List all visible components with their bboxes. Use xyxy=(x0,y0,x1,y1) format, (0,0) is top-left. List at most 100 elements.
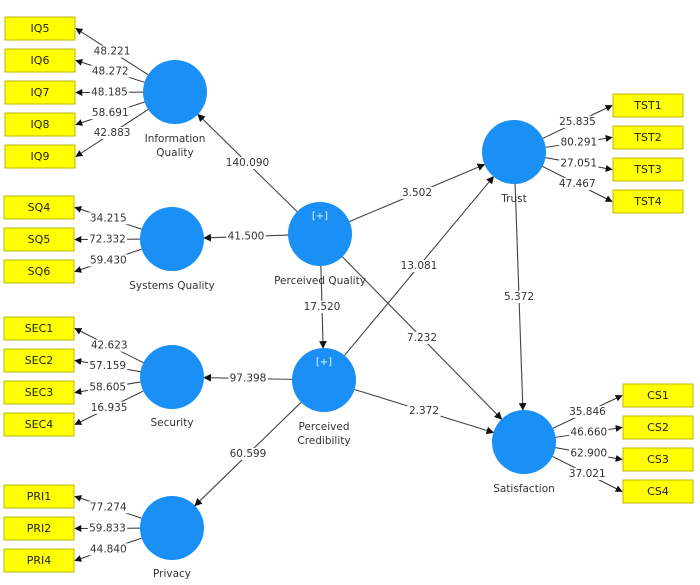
indicator-box[interactable] xyxy=(612,189,684,214)
path-coefficient-value: 60.599 xyxy=(230,448,267,460)
indicator-box[interactable] xyxy=(612,93,684,118)
path-coefficient-bg xyxy=(407,405,441,417)
indicator-cs1[interactable]: CS1 xyxy=(622,383,694,408)
indicator-sec4[interactable]: SEC4 xyxy=(3,412,75,437)
indicator-name: TST1 xyxy=(633,99,661,112)
indicator-pri2[interactable]: PRI2 xyxy=(3,516,75,541)
latent-pq[interactable]: [+] Perceived Quality xyxy=(274,202,366,287)
path-coefficient: 41.500 xyxy=(226,230,266,243)
loading-label-bg xyxy=(88,254,128,267)
indicator-box[interactable] xyxy=(3,348,75,373)
latent-circle[interactable] xyxy=(288,202,352,266)
indicator-box[interactable] xyxy=(4,144,76,169)
indicator-pri1[interactable]: PRI1 xyxy=(3,484,75,509)
indicator-cs3[interactable]: CS3 xyxy=(622,447,694,472)
indicator-sq5[interactable]: SQ5 xyxy=(3,227,75,252)
indicator-box[interactable] xyxy=(612,125,684,150)
indicator-cs4[interactable]: CS4 xyxy=(622,479,694,504)
indicator-box[interactable] xyxy=(3,259,75,284)
latent-circle[interactable] xyxy=(482,120,546,184)
indicator-name: PRI2 xyxy=(27,522,52,535)
path-coefficient: 60.599 xyxy=(228,448,268,460)
indicator-box[interactable] xyxy=(4,48,76,73)
path-coefficient-bg xyxy=(405,332,439,344)
latent-pri[interactable]: Privacy xyxy=(140,496,204,580)
loading-label-bg xyxy=(88,381,128,394)
path-coefficient: 7.232 xyxy=(405,332,439,344)
indicator-iq9[interactable]: IQ9 xyxy=(4,144,76,169)
indicator-iq7[interactable]: IQ7 xyxy=(4,80,76,105)
indicator-box[interactable] xyxy=(4,80,76,105)
indicator-box[interactable] xyxy=(622,447,694,472)
path-coefficient-value: 3.502 xyxy=(402,187,432,199)
latent-sec[interactable]: Security xyxy=(140,345,204,429)
path-coefficient-bg xyxy=(228,372,268,385)
indicator-iq8[interactable]: IQ8 xyxy=(4,112,76,137)
expand-badge[interactable]: [+] xyxy=(312,211,328,222)
indicator-tst1[interactable]: TST1 xyxy=(612,93,684,118)
indicator-tst4[interactable]: TST4 xyxy=(612,189,684,214)
indicator-box[interactable] xyxy=(3,484,75,509)
indicator-sec2[interactable]: SEC2 xyxy=(3,348,75,373)
loading-label: 27.051 xyxy=(559,157,599,170)
latent-circle[interactable] xyxy=(292,348,356,412)
loading-label-bg xyxy=(89,401,129,414)
latent-label: Systems Quality xyxy=(129,280,214,292)
indicator-box[interactable] xyxy=(3,548,75,573)
loading-label-value: 25.835 xyxy=(559,116,596,128)
indicator-box[interactable] xyxy=(3,516,75,541)
indicator-box[interactable] xyxy=(622,415,694,440)
indicator-name: PRI1 xyxy=(27,490,52,503)
path-coefficient-bg xyxy=(226,230,266,243)
loading-label-value: 47.467 xyxy=(559,178,596,190)
latent-circle[interactable] xyxy=(140,207,204,271)
indicator-name: SEC2 xyxy=(25,354,54,367)
indicator-name: PRI4 xyxy=(27,554,52,567)
indicator-box[interactable] xyxy=(3,227,75,252)
indicator-iq5[interactable]: IQ5 xyxy=(4,16,76,41)
indicator-box[interactable] xyxy=(4,16,76,41)
indicator-iq6[interactable]: IQ6 xyxy=(4,48,76,73)
indicator-box[interactable] xyxy=(4,112,76,137)
indicator-tst2[interactable]: TST2 xyxy=(612,125,684,150)
indicator-box[interactable] xyxy=(3,412,75,437)
indicator-box[interactable] xyxy=(622,479,694,504)
latent-circle[interactable] xyxy=(492,410,556,474)
path-coefficient: 2.372 xyxy=(407,405,441,417)
indicator-sq4[interactable]: SQ4 xyxy=(3,195,75,220)
loading-label-value: 48.221 xyxy=(94,46,131,58)
indicator-name: SEC4 xyxy=(25,418,54,431)
indicator-sq6[interactable]: SQ6 xyxy=(3,259,75,284)
latent-sat[interactable]: Satisfaction xyxy=(492,410,556,495)
indicator-box[interactable] xyxy=(3,316,75,341)
latent-iq[interactable]: Information Quality xyxy=(143,60,207,159)
loading-label-value: 77.274 xyxy=(90,501,127,513)
latent-circle[interactable] xyxy=(140,496,204,560)
path-coefficient-value: 5.372 xyxy=(504,291,534,303)
loading-label: 34.215 xyxy=(88,212,128,225)
loading-label-bg xyxy=(559,157,599,170)
loading-label: 57.159 xyxy=(88,360,128,373)
indicator-cs2[interactable]: CS2 xyxy=(622,415,694,440)
expand-badge[interactable]: [+] xyxy=(316,357,332,368)
path-coefficient: 17.520 xyxy=(302,301,342,313)
loading-label-bg xyxy=(92,45,132,58)
indicator-tst3[interactable]: TST3 xyxy=(612,157,684,182)
indicator-sec1[interactable]: SEC1 xyxy=(3,316,75,341)
indicator-box[interactable] xyxy=(3,195,75,220)
indicator-sec3[interactable]: SEC3 xyxy=(3,380,75,405)
latent-pc[interactable]: [+] Perceived Credibility xyxy=(292,348,356,447)
indicator-pri4[interactable]: PRI4 xyxy=(3,548,75,573)
indicator-name: TST2 xyxy=(633,131,661,144)
latent-tr[interactable]: Trust xyxy=(482,120,546,205)
indicator-name: IQ9 xyxy=(31,150,50,163)
indicator-box[interactable] xyxy=(3,380,75,405)
loading-label-value: 42.623 xyxy=(91,340,128,352)
indicator-box[interactable] xyxy=(612,157,684,182)
latent-circle[interactable] xyxy=(140,345,204,409)
indicator-box[interactable] xyxy=(622,383,694,408)
latent-circle[interactable] xyxy=(143,60,207,124)
indicator-name: SEC3 xyxy=(25,386,54,399)
latent-sq[interactable]: Systems Quality xyxy=(129,207,215,292)
loading-label-bg xyxy=(90,107,130,120)
